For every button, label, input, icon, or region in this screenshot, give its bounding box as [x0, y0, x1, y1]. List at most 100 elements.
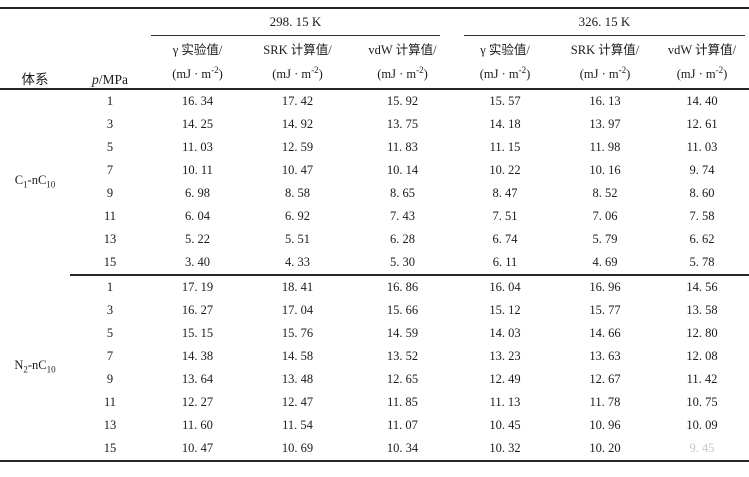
value-cell: 13. 52 — [386, 349, 419, 363]
value-cell: 16. 04 — [489, 280, 521, 294]
value-cell: 11. 78 — [589, 395, 621, 409]
table-row: 9 6. 98 8. 58 8. 65 8. 47 8. 52 8. 60 — [0, 182, 749, 205]
value-cell: 8. 58 — [285, 186, 310, 200]
value-cell: 13. 58 — [686, 303, 718, 317]
temp-group-298: 298. 15 K — [150, 8, 455, 36]
value-cell: 14. 38 — [181, 349, 214, 363]
table-row: 3 16. 27 17. 04 15. 66 15. 12 15. 77 13. 58 — [0, 299, 749, 322]
value-cell: 5. 79 — [592, 232, 618, 246]
value-cell: 16. 27 — [181, 303, 214, 317]
value-cell: 12. 67 — [589, 372, 621, 386]
value-cell: 7. 51 — [492, 209, 518, 223]
value-cell: 4. 69 — [555, 251, 655, 276]
column-unit: (mJ · m-2) — [172, 64, 223, 82]
value-cell: 11. 60 — [182, 418, 213, 432]
value-cell: 13. 64 — [181, 372, 214, 386]
value-cell: 14. 03 — [489, 326, 521, 340]
value-cell: 15. 92 — [386, 94, 419, 108]
value-cell: 15. 12 — [489, 303, 521, 317]
pressure-unit: /MPa — [98, 72, 128, 87]
value-cell: 5. 30 — [350, 251, 455, 276]
value-cell: 17. 42 — [281, 94, 314, 108]
temperature-header-row: 体系 p/MPa 298. 15 K 326. 15 K — [0, 8, 749, 90]
value-cell: 11. 98 — [589, 140, 621, 154]
column-unit: (mJ · m-2) — [479, 64, 531, 82]
value-cell: 13. 97 — [589, 117, 621, 131]
value-cell: 11. 15 — [489, 140, 521, 154]
column-unit: (mJ · m-2) — [579, 64, 631, 82]
value-cell: 6. 98 — [185, 186, 210, 200]
value-cell: 15. 57 — [489, 94, 521, 108]
table-row: C1-nC10 1 16. 34 17. 42 15. 92 15. 57 16. 13 14… — [0, 89, 749, 189]
value-cell: 10. 34 — [386, 441, 419, 455]
value-cell: 14. 59 — [386, 326, 419, 340]
value-cell: 12. 59 — [281, 140, 314, 154]
value-cell: 14. 56 — [686, 280, 718, 294]
table-row: 5 15. 15 15. 76 14. 59 14. 03 14. 66 12. 80 — [0, 322, 749, 345]
pressure-cell: 3 — [106, 117, 114, 131]
value-cell: 12. 61 — [686, 117, 718, 131]
pressure-symbol: p — [91, 72, 99, 87]
column-label: vdW 计算值/ — [368, 42, 437, 57]
value-cell: 10. 14 — [386, 163, 419, 177]
value-cell: 10. 75 — [686, 395, 718, 409]
value-cell: 10. 32 — [489, 441, 521, 455]
pressure-column-header: p/MPa — [70, 8, 150, 90]
value-cell: 10. 47 — [181, 441, 214, 455]
pressure-cell: 5 — [106, 326, 114, 340]
table-row: N2-nC10 1 17. 19 18. 41 16. 86 16. 04 16. 96 14… — [0, 275, 749, 374]
value-cell: 14. 66 — [589, 326, 621, 340]
column-label: γ 实验值/ — [480, 42, 530, 57]
value-cell: 12. 65 — [386, 372, 419, 386]
value-cell: 6. 62 — [689, 232, 715, 246]
value-cell: 11. 13 — [489, 395, 521, 409]
col-header-srk-326: SRK 计算值/ (mJ · m-2) — [555, 36, 655, 90]
temp-group-label: 298. 15 K — [151, 14, 440, 36]
value-cell: 6. 74 — [492, 232, 518, 246]
value-cell: 8. 52 — [592, 186, 618, 200]
value-cell: 6. 04 — [185, 209, 210, 223]
system-header-label: 体系 — [21, 72, 49, 87]
column-label: γ 实验值/ — [172, 42, 223, 57]
value-cell: 10. 47 — [281, 163, 314, 177]
pressure-cell: 7 — [106, 349, 114, 363]
system-column-header: 体系 — [0, 8, 70, 90]
value-cell: 16. 86 — [386, 280, 419, 294]
table-row: 7 14. 38 14. 58 13. 52 13. 23 13. 63 12. 08 — [0, 345, 749, 368]
subscript: 1 — [23, 179, 28, 190]
value-cell: 5. 78 — [655, 251, 749, 276]
col-header-gamma-exp-298: γ 实验值/ (mJ · m-2) — [150, 36, 245, 90]
value-cell: 6. 92 — [285, 209, 310, 223]
scanned-table-region: 体系 p/MPa 298. 15 K 326. 15 K γ 实验值/ (mJ … — [0, 7, 749, 462]
value-cell: 14. 92 — [281, 117, 314, 131]
pressure-cell: 9 — [106, 372, 114, 386]
value-cell: 16. 96 — [589, 280, 621, 294]
value-cell: 11. 42 — [686, 372, 718, 386]
col-header-vdw-298: vdW 计算值/ (mJ · m-2) — [350, 36, 455, 90]
col-header-vdw-326: vdW 计算值/ (mJ · m-2) — [655, 36, 749, 90]
value-cell: 8. 47 — [492, 186, 518, 200]
column-unit: (mJ · m-2) — [272, 64, 323, 82]
table-row: 13 5. 22 5. 51 6. 28 6. 74 5. 79 6. 62 — [0, 228, 749, 251]
temp-group-326: 326. 15 K — [455, 8, 749, 36]
table-row: 5 11. 03 12. 59 11. 83 11. 15 11. 98 11. 03 — [0, 136, 749, 159]
pressure-cell: 13 — [103, 418, 117, 432]
temp-group-label: 326. 15 K — [464, 14, 745, 36]
value-cell: 6. 28 — [390, 232, 415, 246]
value-cell: 14. 58 — [281, 349, 314, 363]
value-cell: 12. 80 — [686, 326, 718, 340]
subscript: 2 — [23, 364, 28, 375]
table-row: 11 12. 27 12. 47 11. 85 11. 13 11. 78 10. 75 — [0, 391, 749, 414]
value-cell: 12. 08 — [686, 349, 718, 363]
pressure-cell: 3 — [106, 303, 114, 317]
value-cell: 7. 58 — [689, 209, 715, 223]
value-cell: 11. 03 — [182, 140, 213, 154]
subscript: 10 — [46, 179, 56, 190]
value-cell: 7. 06 — [592, 209, 618, 223]
value-cell: 10. 22 — [489, 163, 521, 177]
value-cell: 9. 74 — [689, 163, 715, 177]
pressure-cell: 1 — [106, 280, 114, 294]
value-cell: 10. 16 — [589, 163, 621, 177]
value-cell: 17. 04 — [281, 303, 314, 317]
col-header-gamma-exp-326: γ 实验值/ (mJ · m-2) — [455, 36, 555, 90]
